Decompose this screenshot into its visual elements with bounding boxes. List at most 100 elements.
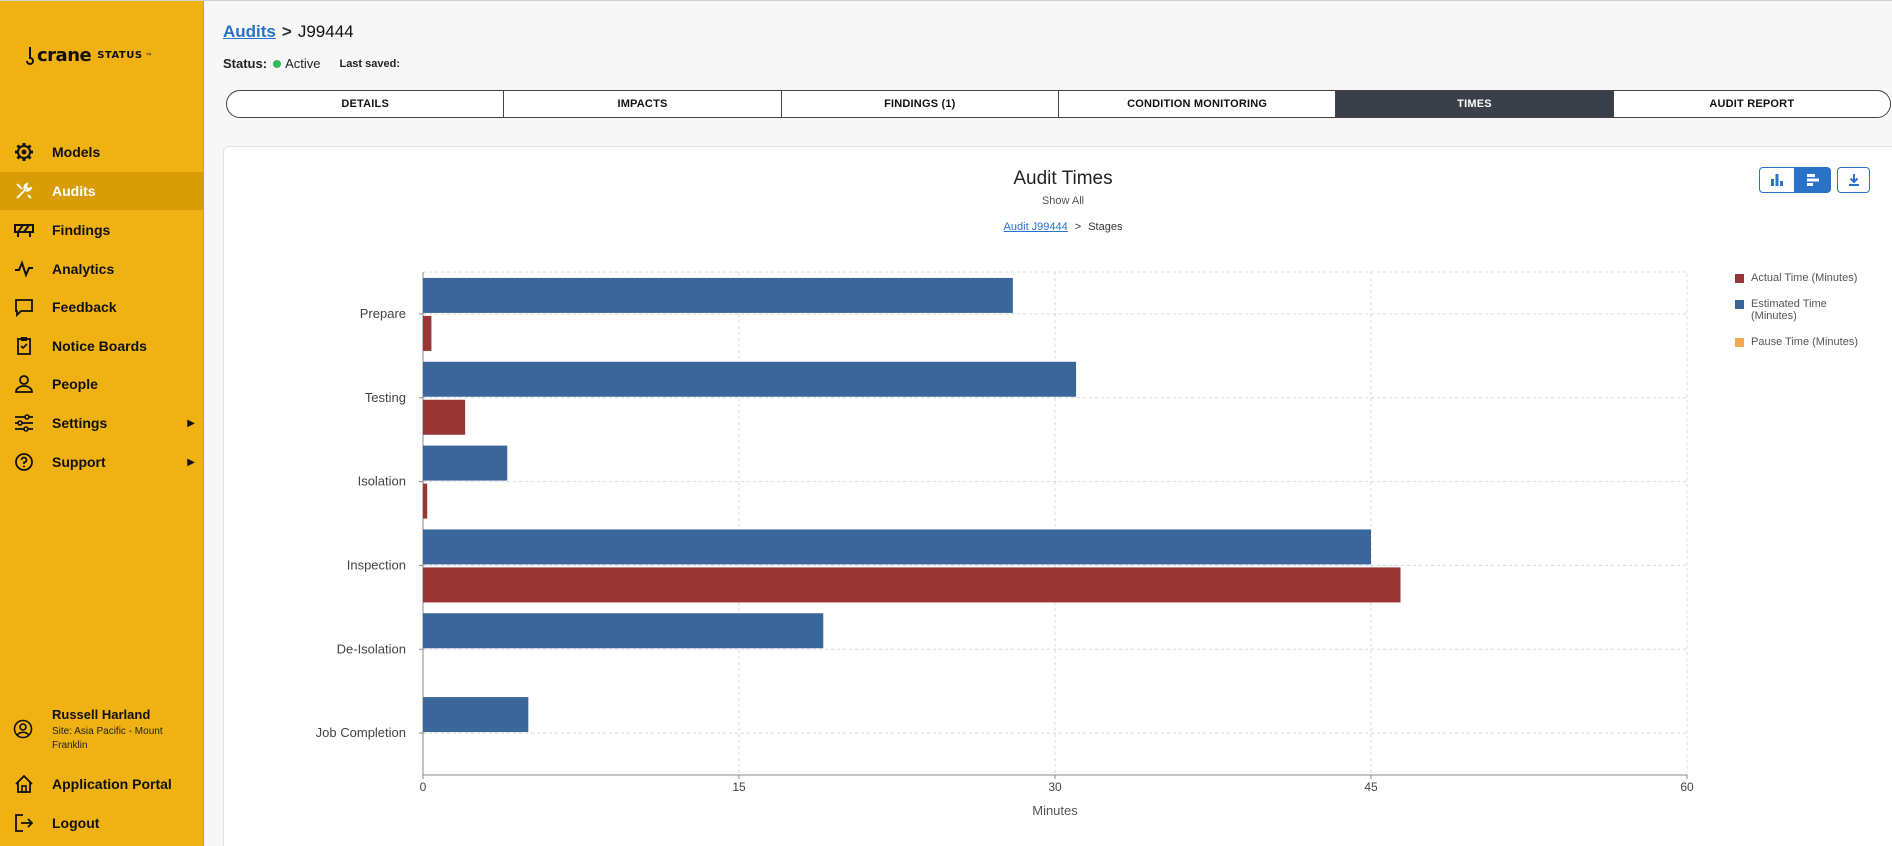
x-tick-label: 60: [1680, 780, 1694, 794]
chart-breadcrumb: Audit J99444 > Stages: [224, 221, 1892, 233]
chart-crumb-separator: >: [1074, 221, 1082, 233]
y-tick-label: Job Completion: [316, 725, 406, 740]
horizontal-bar-chart-icon: [1806, 174, 1819, 186]
chat-icon: [13, 296, 35, 318]
bar-actual-inspection: [423, 567, 1401, 603]
sidebar-item-audits[interactable]: Audits: [0, 172, 203, 210]
bar-actual-testing: [423, 399, 466, 435]
sidebar-item-label: Support: [52, 454, 106, 470]
x-tick-label: 30: [1048, 780, 1062, 794]
chart-plot: Prepare Testing Isolation Inspection De-Isol…: [316, 271, 1694, 818]
status-dot-icon: [273, 59, 282, 68]
tab-condition-monitoring[interactable]: CONDITION MONITORING: [1059, 91, 1337, 117]
submenu-arrow-icon: ▶: [187, 417, 195, 429]
clipboard-icon: [13, 335, 35, 357]
legend-swatch: [1735, 338, 1744, 347]
show-all-link[interactable]: Show All: [1041, 195, 1085, 207]
legend-item-actual[interactable]: Actual Time (Minutes): [1735, 272, 1885, 284]
y-tick-label: De-Isolation: [337, 641, 406, 656]
chart-card: Audit Times Show All Audit J99444 > Stages…: [223, 146, 1892, 846]
sidebar-item-label: Settings: [52, 415, 108, 431]
status-value: Active: [285, 56, 321, 71]
user-site: Site: Asia Pacific - Mount Franklin: [52, 726, 163, 751]
sidebar-item-feedback[interactable]: Feedback: [0, 288, 203, 326]
bar-actual-prepare: [423, 315, 432, 351]
tab-times[interactable]: TIMES: [1336, 91, 1614, 117]
bar-estimated-inspection: [423, 529, 1371, 565]
bar-estimated-de-isolation: [423, 613, 824, 649]
sidebar-item-logout[interactable]: Logout: [0, 804, 203, 842]
person-icon: [13, 373, 35, 395]
status-label: Status:: [223, 56, 268, 71]
sidebar-item-label: Audits: [52, 183, 96, 199]
x-tick-label: 0: [420, 780, 427, 794]
tab-details[interactable]: DETAILS: [227, 91, 505, 117]
legend-item-estimated[interactable]: Estimated Time (Minutes): [1735, 298, 1865, 322]
sidebar-item-support[interactable]: Support ▶: [0, 443, 203, 481]
crane-hook-icon: [26, 46, 34, 65]
x-tick-label: 15: [732, 780, 746, 794]
user-name: Russell Harland: [52, 707, 151, 722]
main-content: Audits > J99444 Status: Active Last saved:…: [204, 1, 1892, 846]
barrier-icon: [13, 219, 35, 241]
user-profile[interactable]: Russell Harland Site: Asia Pacific - Mou…: [0, 701, 203, 757]
sidebar-item-label: Findings: [52, 222, 111, 238]
legend-swatch: [1735, 300, 1744, 309]
y-tick-label: Testing: [365, 390, 406, 405]
vertical-chart-button[interactable]: [1759, 167, 1795, 193]
breadcrumb: Audits > J99444: [223, 22, 354, 42]
bar-estimated-testing: [423, 361, 1077, 397]
sidebar-item-models[interactable]: Models: [0, 133, 203, 171]
breadcrumb-separator: >: [281, 22, 292, 41]
chart-toolbar: [1759, 167, 1870, 193]
x-axis-label: Minutes: [1032, 803, 1078, 818]
bar-actual-isolation: [423, 483, 428, 519]
bar-estimated-isolation: [423, 445, 508, 481]
legend-label: Estimated Time (Minutes): [1751, 298, 1827, 322]
sidebar-item-settings[interactable]: Settings ▶: [0, 404, 203, 442]
tab-findings[interactable]: FINDINGS (1): [782, 91, 1059, 117]
legend-label: Actual Time (Minutes): [1751, 272, 1858, 284]
sidebar-item-analytics[interactable]: Analytics: [0, 250, 203, 288]
help-icon: [13, 451, 35, 473]
legend-label: Pause Time (Minutes): [1751, 336, 1858, 348]
gear-icon: [13, 141, 35, 163]
bar-estimated-job-completion: [423, 697, 529, 733]
sidebar-item-label: People: [52, 376, 98, 392]
sidebar-item-label: Notice Boards: [52, 338, 147, 354]
sidebar: crane STATUS ™ Models Audits Findings An…: [0, 1, 204, 846]
download-icon: [1848, 174, 1859, 186]
logo-trademark: ™: [145, 52, 152, 59]
y-tick-label: Inspection: [347, 557, 406, 572]
home-icon: [13, 773, 35, 795]
chart-legend: Actual Time (Minutes) Estimated Time (Mi…: [1735, 272, 1885, 362]
audit-tabs: DETAILS IMPACTS FINDINGS (1) CONDITION M…: [226, 90, 1891, 118]
sidebar-item-people[interactable]: People: [0, 365, 203, 403]
user-circle-icon: [13, 718, 35, 740]
chart-crumb-audit-link[interactable]: Audit J99444: [1003, 221, 1068, 233]
breadcrumb-audits-link[interactable]: Audits: [223, 22, 276, 41]
legend-swatch: [1735, 274, 1744, 283]
vertical-bar-chart-icon: [1771, 174, 1783, 186]
status-row: Status: Active Last saved:: [223, 56, 400, 71]
sidebar-item-label: Application Portal: [52, 776, 172, 792]
tab-impacts[interactable]: IMPACTS: [504, 91, 782, 117]
tab-audit-report[interactable]: AUDIT REPORT: [1709, 98, 1795, 110]
page-title: J99444: [297, 22, 354, 41]
crane-status-logo[interactable]: crane STATUS ™: [26, 45, 152, 66]
sidebar-item-findings[interactable]: Findings: [0, 211, 203, 249]
sidebar-item-label: Feedback: [52, 299, 117, 315]
download-button[interactable]: [1837, 167, 1870, 193]
sidebar-item-notice-boards[interactable]: Notice Boards: [0, 327, 203, 365]
x-tick-label: 45: [1364, 780, 1378, 794]
horizontal-chart-button[interactable]: [1795, 167, 1831, 193]
sidebar-item-label: Logout: [52, 815, 100, 831]
logo-sub: STATUS: [97, 50, 143, 61]
tools-icon: [13, 180, 35, 202]
sidebar-item-application-portal[interactable]: Application Portal: [0, 765, 203, 803]
legend-item-pause[interactable]: Pause Time (Minutes): [1735, 336, 1885, 348]
submenu-arrow-icon: ▶: [187, 456, 195, 468]
chart-title: Audit Times: [1013, 168, 1113, 189]
y-tick-label: Isolation: [358, 474, 406, 489]
pulse-icon: [13, 258, 35, 280]
